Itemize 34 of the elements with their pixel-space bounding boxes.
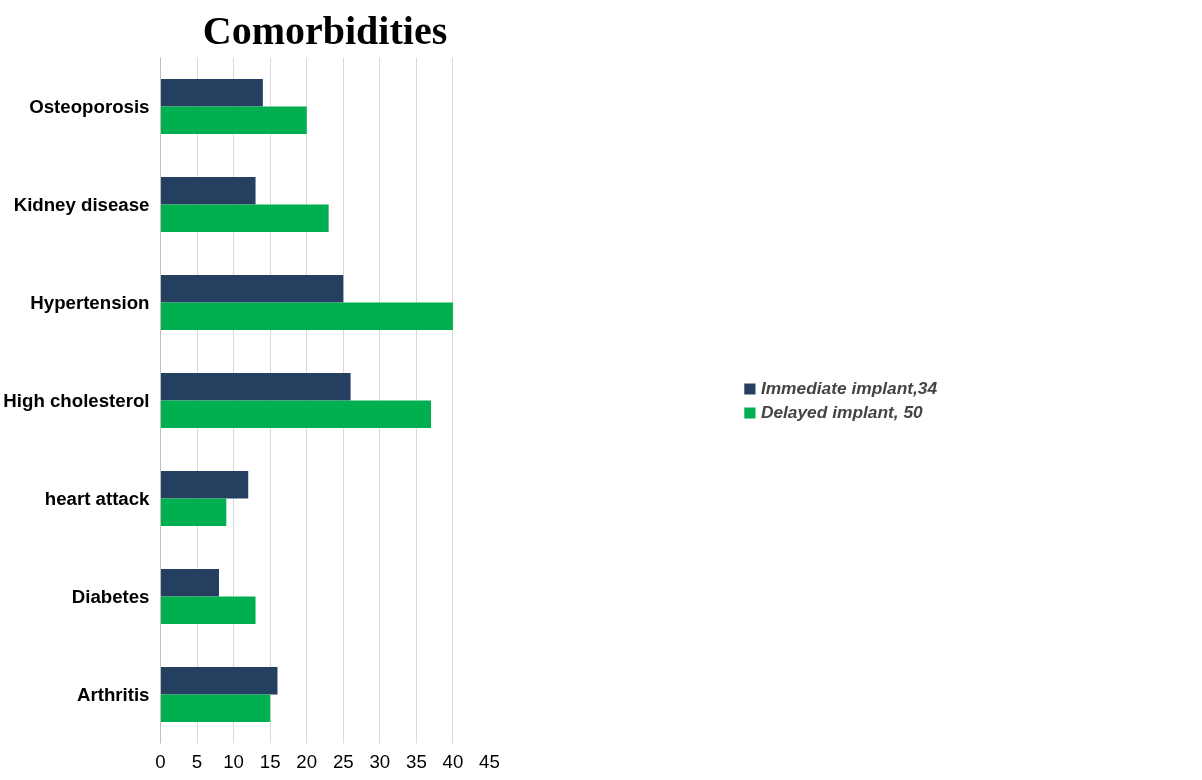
x-tick-label: 10 xyxy=(223,750,244,772)
x-tick-label: 45 xyxy=(479,750,500,772)
bar xyxy=(160,373,351,401)
bar xyxy=(160,400,432,428)
y-tick-label: Arthritis xyxy=(76,684,150,705)
bar xyxy=(160,275,344,303)
bar xyxy=(160,694,271,722)
bar xyxy=(160,79,263,107)
x-tick-label: 40 xyxy=(442,750,464,772)
x-tick-label: 15 xyxy=(259,750,281,772)
legend-label: Delayed implant, 50 xyxy=(760,401,923,423)
bar xyxy=(160,471,249,499)
x-tick-label: 25 xyxy=(332,750,354,772)
y-tick-label: High cholesterol xyxy=(3,390,150,411)
x-tick-label: 35 xyxy=(406,750,427,772)
x-tick-label: 5 xyxy=(191,750,203,772)
bar xyxy=(160,667,278,695)
legend-label: Immediate implant,34 xyxy=(760,377,938,399)
y-tick-label: Hypertension xyxy=(30,292,150,313)
bar xyxy=(160,302,453,330)
y-tick-label: Kidney disease xyxy=(13,194,150,215)
y-tick-label: heart attack xyxy=(44,488,151,509)
x-tick-label: 30 xyxy=(369,750,391,772)
y-tick-label: Diabetes xyxy=(71,586,150,607)
bar xyxy=(160,204,329,232)
y-tick-label: Osteoporosis xyxy=(29,96,150,117)
bar xyxy=(160,106,307,134)
x-tick-label: 0 xyxy=(155,750,166,772)
x-tick-label: 20 xyxy=(296,750,318,772)
bar xyxy=(160,177,256,205)
chart-title: Comorbidities xyxy=(202,7,448,53)
bar xyxy=(160,569,219,597)
bar xyxy=(160,596,256,624)
bar xyxy=(160,498,227,526)
